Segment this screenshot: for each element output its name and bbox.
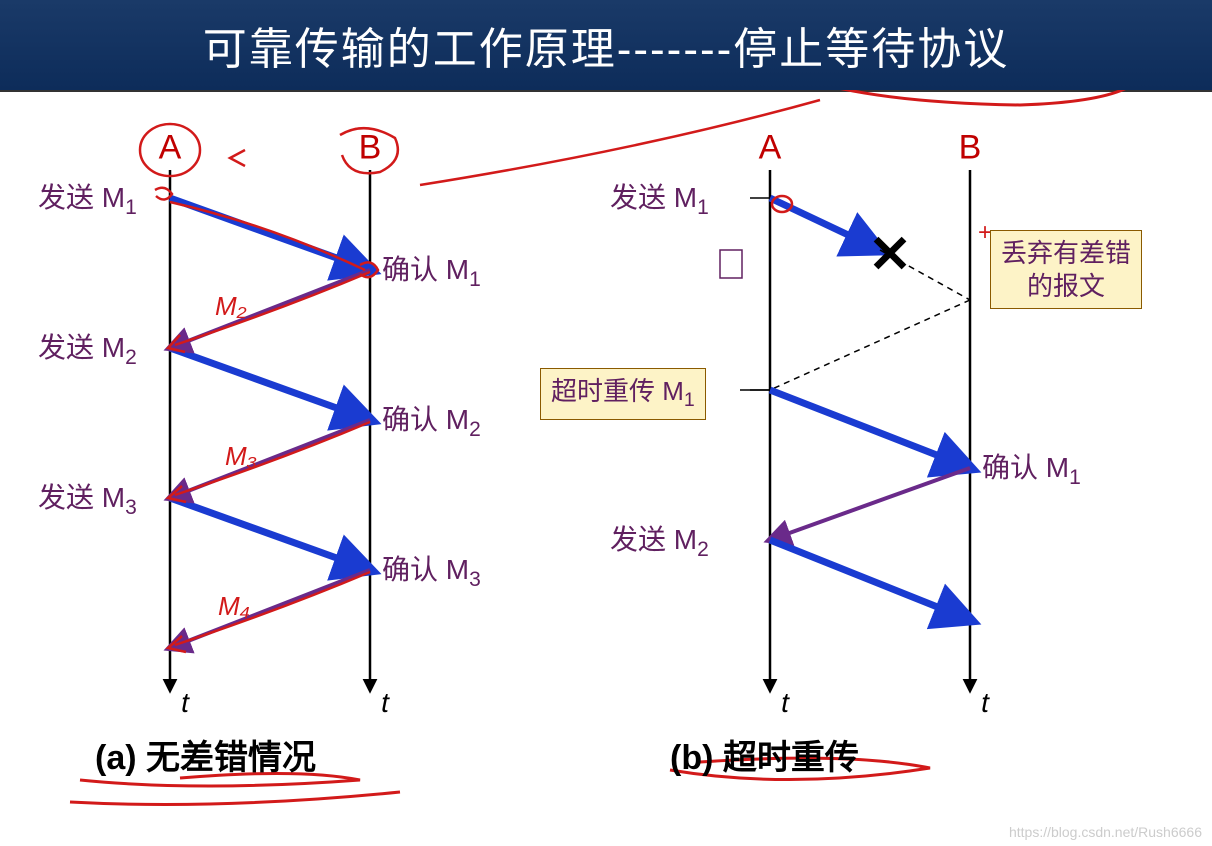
svg-text:M₃: M₃ [225, 441, 257, 471]
panel-a-t-B: t [381, 687, 389, 719]
panel-a-send-m3: 发送 M3 [38, 476, 137, 520]
discard-error-box: 丢弃有差错的报文 [990, 230, 1142, 309]
panel-b-t-A: t [781, 687, 789, 719]
panel-b-send-m2: 发送 M2 [610, 518, 709, 562]
panel-a-ack-m2: 确认 M2 [382, 398, 481, 442]
panel-b-node-A: A [759, 129, 782, 168]
panel-a-t-A: t [181, 687, 189, 719]
panel-a-send-m1: 发送 M1 [38, 176, 137, 220]
watermark-text: https://blog.csdn.net/Rush6666 [1009, 824, 1202, 840]
timeout-retransmit-box: 超时重传 M1 [540, 368, 706, 420]
panel-b-ack-m1: 确认 M1 [982, 446, 1081, 490]
panel-b-caption: (b) 超时重传 [670, 730, 859, 779]
panel-a-caption: (a) 无差错情况 [95, 730, 316, 779]
panel-a-ack-m1: 确认 M1 [382, 248, 481, 292]
panel-a-ack-m3: 确认 M3 [382, 548, 481, 592]
slide-header: 可靠传输的工作原理-------停止等待协议 [0, 0, 1212, 92]
header-title: 可靠传输的工作原理-------停止等待协议 [203, 13, 1010, 77]
panel-b-send-m1: 发送 M1 [610, 176, 709, 220]
panel-a-node-A: A [159, 129, 182, 168]
panel-b-t-B: t [981, 687, 989, 719]
diagram-stage: M₂ M₃ M₄ + [0, 90, 1212, 846]
panel-a-send-m2: 发送 M2 [38, 326, 137, 370]
svg-text:M₄: M₄ [218, 591, 250, 621]
panel-b-node-B: B [959, 129, 982, 168]
panel-a-node-B: B [359, 129, 382, 168]
lost-x-icon: ✕ [868, 225, 912, 285]
svg-text:M₂: M₂ [215, 291, 247, 321]
